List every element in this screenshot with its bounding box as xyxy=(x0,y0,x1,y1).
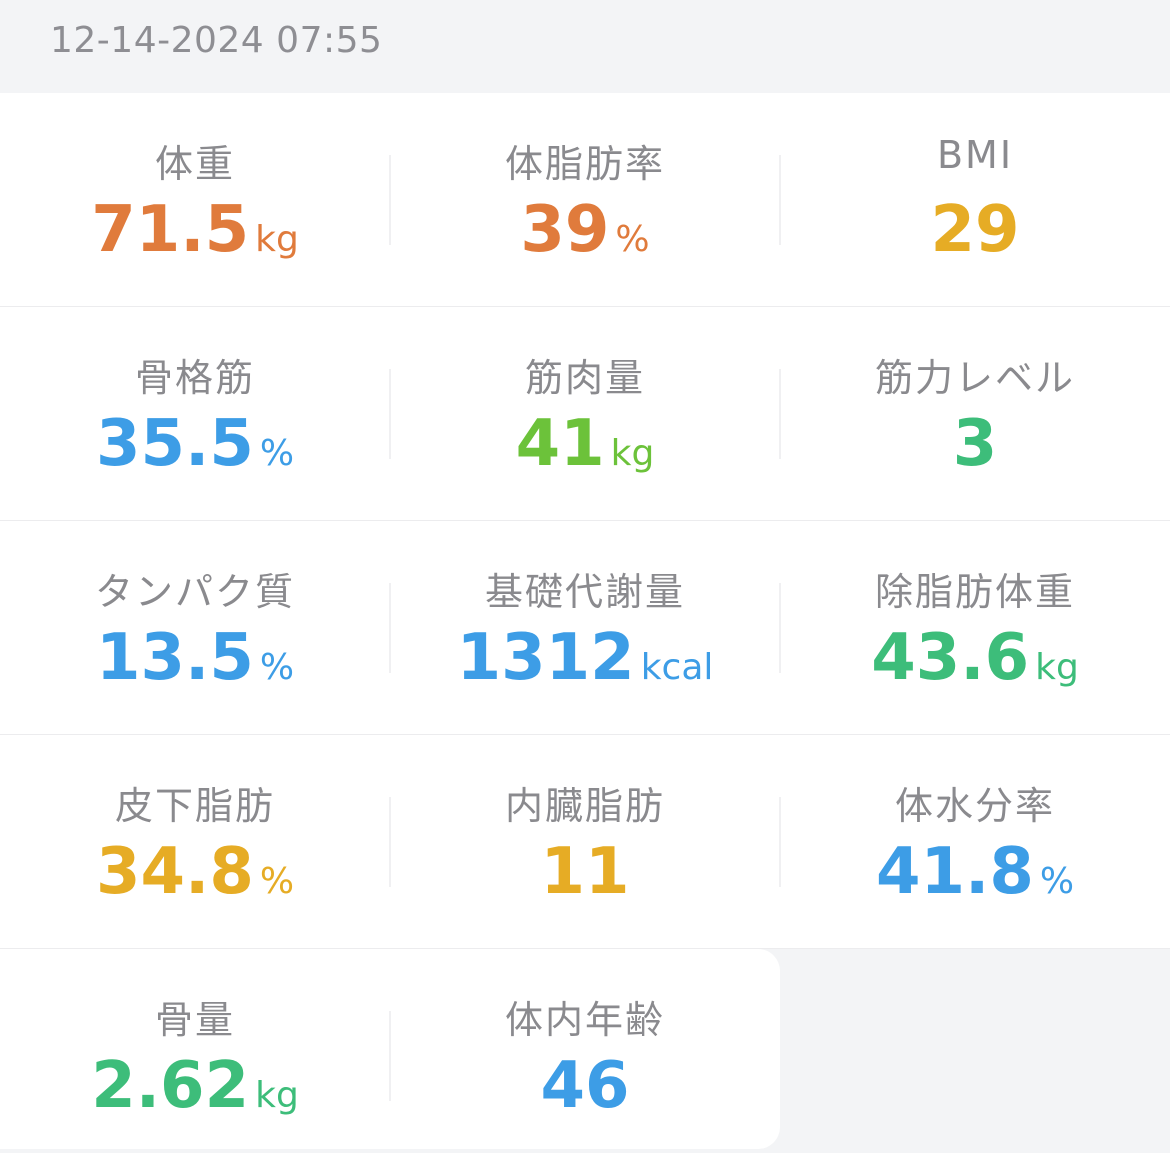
metric-visceral-fat[interactable]: 内臓脂肪 11 xyxy=(390,735,780,948)
column-divider xyxy=(389,369,391,459)
metric-label: 体水分率 xyxy=(894,784,1055,828)
metric-label: タンパク質 xyxy=(94,570,295,614)
metric-unit: % xyxy=(615,219,650,260)
metric-unit: % xyxy=(1039,861,1075,902)
metric-label: 骨量 xyxy=(154,998,235,1042)
metric-label: 除脂肪体重 xyxy=(874,570,1075,614)
metric-weight[interactable]: 体重 71.5 kg xyxy=(0,93,390,306)
metric-label: 体脂肪率 xyxy=(504,142,665,186)
metric-unit: kg xyxy=(255,219,299,260)
metric-body-age[interactable]: 体内年齢 46 xyxy=(390,949,780,1149)
metric-value-line: 34.8% xyxy=(0,835,390,909)
metric-body-water[interactable]: 体水分率 41.8% xyxy=(780,735,1170,948)
metric-value: 71.5 xyxy=(91,193,250,267)
metric-unit: % xyxy=(259,861,295,902)
metric-basal-metabolism[interactable]: 基礎代謝量 1312 kcal xyxy=(390,521,780,734)
metric-value-line: 29 xyxy=(780,193,1170,267)
metric-value: 3 xyxy=(952,407,998,481)
metric-value: 2.62 xyxy=(91,1049,250,1123)
metric-subcutaneous-fat[interactable]: 皮下脂肪 34.8% xyxy=(0,735,390,948)
metric-protein[interactable]: タンパク質 13.5% xyxy=(0,521,390,734)
metric-unit: kcal xyxy=(640,647,714,688)
column-divider xyxy=(389,797,391,887)
metric-unit: % xyxy=(259,647,295,688)
metric-value-line: 46 xyxy=(390,1049,780,1123)
column-divider xyxy=(779,155,781,245)
metrics-grid: 体重 71.5 kg 体脂肪率 39% BMI 29 骨格筋 35.5% 筋肉量 41 kg 筋力レベル… xyxy=(0,93,1170,1149)
metric-unit: kg xyxy=(1035,647,1079,688)
column-divider xyxy=(389,583,391,673)
metrics-row: 体重 71.5 kg 体脂肪率 39% BMI 29 xyxy=(0,93,1170,307)
metric-muscle-level[interactable]: 筋力レベル 3 xyxy=(780,307,1170,520)
measurement-timestamp: 12-14-2024 07:55 xyxy=(50,20,383,61)
metric-value: 11 xyxy=(540,835,630,909)
metrics-row: 骨量 2.62 kg 体内年齢 46 xyxy=(0,949,780,1149)
metrics-row: タンパク質 13.5% 基礎代謝量 1312 kcal 除脂肪体重 43.6 kg xyxy=(0,521,1170,735)
metric-value: 43.6 xyxy=(871,621,1030,695)
metric-label: 筋力レベル xyxy=(874,356,1075,400)
metric-value-line: 3 xyxy=(780,407,1170,481)
metric-bone-mass[interactable]: 骨量 2.62 kg xyxy=(0,949,390,1149)
metric-label: 皮下脂肪 xyxy=(114,784,275,828)
column-divider xyxy=(389,155,391,245)
metric-skeletal-muscle[interactable]: 骨格筋 35.5% xyxy=(0,307,390,520)
metric-value: 41.8 xyxy=(875,835,1034,909)
column-divider xyxy=(779,797,781,887)
metrics-row: 皮下脂肪 34.8% 内臓脂肪 11 体水分率 41.8% xyxy=(0,735,1170,949)
metric-value: 34.8 xyxy=(95,835,254,909)
metric-label: 骨格筋 xyxy=(134,356,255,400)
metric-value-line: 35.5% xyxy=(0,407,390,481)
metric-value-line: 13.5% xyxy=(0,621,390,695)
metric-unit: kg xyxy=(255,1075,299,1116)
metric-bmi[interactable]: BMI 29 xyxy=(780,93,1170,306)
metric-value-line: 41.8% xyxy=(780,835,1170,909)
column-divider xyxy=(389,1011,391,1101)
metric-body-fat-rate[interactable]: 体脂肪率 39% xyxy=(390,93,780,306)
metric-value-line: 43.6 kg xyxy=(780,621,1170,695)
metric-value: 39 xyxy=(520,193,610,267)
metric-unit: % xyxy=(259,433,295,474)
column-divider xyxy=(779,369,781,459)
date-header: 12-14-2024 07:55 xyxy=(0,0,1170,93)
metric-value: 35.5 xyxy=(95,407,254,481)
metric-label: BMI xyxy=(936,133,1014,177)
metric-value: 46 xyxy=(540,1049,630,1123)
metric-label: 体重 xyxy=(154,142,235,186)
metric-value-line: 11 xyxy=(390,835,780,909)
metric-label: 体内年齢 xyxy=(504,998,665,1042)
metric-label: 基礎代謝量 xyxy=(484,570,685,614)
metric-label: 内臓脂肪 xyxy=(504,784,665,828)
metric-value: 13.5 xyxy=(95,621,254,695)
metric-value-line: 71.5 kg xyxy=(0,193,390,267)
metric-value-line: 1312 kcal xyxy=(390,621,780,695)
metric-value: 1312 xyxy=(456,621,635,695)
column-divider xyxy=(779,583,781,673)
metric-unit: kg xyxy=(610,433,655,474)
metric-value: 29 xyxy=(930,193,1020,267)
metric-label: 筋肉量 xyxy=(524,356,645,400)
metric-value-line: 2.62 kg xyxy=(0,1049,390,1123)
metric-muscle-mass[interactable]: 筋肉量 41 kg xyxy=(390,307,780,520)
metrics-row: 骨格筋 35.5% 筋肉量 41 kg 筋力レベル 3 xyxy=(0,307,1170,521)
metric-value: 41 xyxy=(515,407,605,481)
metric-lean-body-mass[interactable]: 除脂肪体重 43.6 kg xyxy=(780,521,1170,734)
metric-value-line: 41 kg xyxy=(390,407,780,481)
metric-value-line: 39% xyxy=(390,193,780,267)
